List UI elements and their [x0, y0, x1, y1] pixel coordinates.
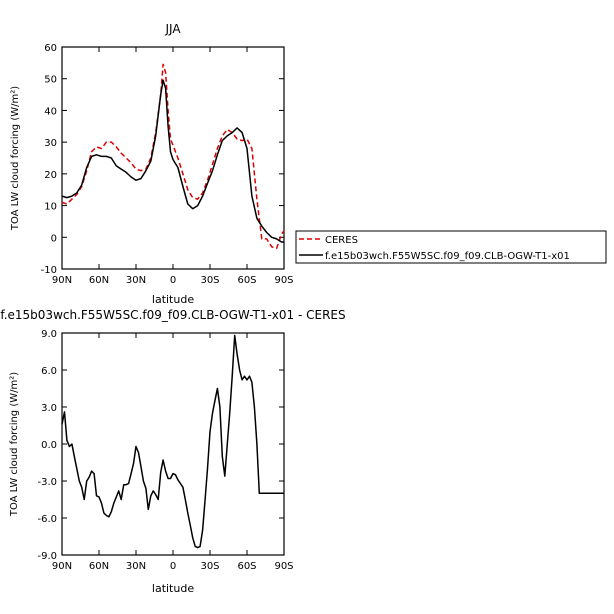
x-tick-label: 90N — [52, 561, 72, 572]
x-tick-label: 30S — [200, 275, 219, 286]
y-tick-label: 0 — [51, 233, 57, 244]
top-chart-title: JJA — [164, 22, 181, 36]
x-tick-label: 60N — [89, 561, 109, 572]
x-tick-label: 60S — [237, 275, 256, 286]
y-tick-label: -3.0 — [37, 477, 57, 488]
y-tick-label: 0.0 — [41, 440, 57, 451]
bottom-plot-frame — [61, 332, 285, 556]
y-tick-label: 50 — [44, 75, 57, 86]
y-tick-label: 60 — [44, 43, 57, 54]
y-tick-label: 20 — [44, 170, 57, 181]
y-tick-label: 3.0 — [41, 403, 57, 414]
y-tick-label: -10 — [41, 265, 57, 276]
top-chart: JJA -10 0 10 20 30 40 50 60 90N 60N 30N 0 30S 60S 90S… — [10, 22, 294, 306]
y-tick-label: 40 — [44, 106, 57, 117]
x-tick-label: 90S — [274, 275, 293, 286]
series-line-0 — [61, 63, 285, 250]
x-tick-label: 30N — [126, 561, 146, 572]
y-tick-label: -6.0 — [37, 514, 57, 525]
x-tick-label: 60N — [89, 275, 109, 286]
legend-label-model: f.e15b03wch.F55W5SC.f09_f09.CLB-OGW-T1-x… — [325, 251, 570, 262]
bottom-y-axis: -9.0 -6.0 -3.0 0.0 3.0 6.0 9.0 — [37, 329, 284, 562]
bottom-y-axis-label: TOA LW cloud forcing (W/m²) — [9, 372, 20, 517]
series-line-1 — [61, 79, 284, 243]
y-tick-label: -9.0 — [37, 551, 57, 562]
top-y-axis: -10 0 10 20 30 40 50 60 — [41, 43, 284, 276]
bottom-chart-title: f.e15b03wch.F55W5SC.f09_f09.CLB-OGW-T1-x… — [0, 308, 345, 322]
bottom-series-lines — [61, 334, 284, 549]
y-tick-label: 10 — [44, 202, 57, 213]
top-y-axis-label: TOA LW cloud forcing (W/m²) — [10, 86, 21, 231]
y-tick-label: 6.0 — [41, 366, 57, 377]
legend-box — [295, 230, 607, 264]
x-tick-label: 90N — [52, 275, 72, 286]
x-tick-label: 0 — [170, 561, 176, 572]
x-tick-label: 90S — [274, 561, 293, 572]
top-x-axis: 90N 60N 30N 0 30S 60S 90S — [52, 47, 294, 286]
y-tick-label: 30 — [44, 138, 57, 149]
x-tick-label: 60S — [237, 561, 256, 572]
bottom-chart: f.e15b03wch.F55W5SC.f09_f09.CLB-OGW-T1-x… — [0, 308, 345, 595]
legend-label-ceres: CERES — [325, 235, 358, 246]
top-x-axis-label: latitude — [152, 293, 194, 306]
legend: CERES f.e15b03wch.F55W5SC.f09_f09.CLB-OG… — [295, 230, 607, 264]
x-tick-label: 0 — [170, 275, 176, 286]
x-tick-label: 30S — [200, 561, 219, 572]
top-series-lines — [61, 63, 285, 250]
x-tick-label: 30N — [126, 275, 146, 286]
bottom-x-axis: 90N 60N 30N 0 30S 60S 90S — [52, 333, 294, 572]
bottom-x-axis-label: latitude — [152, 582, 194, 595]
y-tick-label: 9.0 — [41, 329, 57, 340]
series-line-0 — [61, 334, 284, 549]
